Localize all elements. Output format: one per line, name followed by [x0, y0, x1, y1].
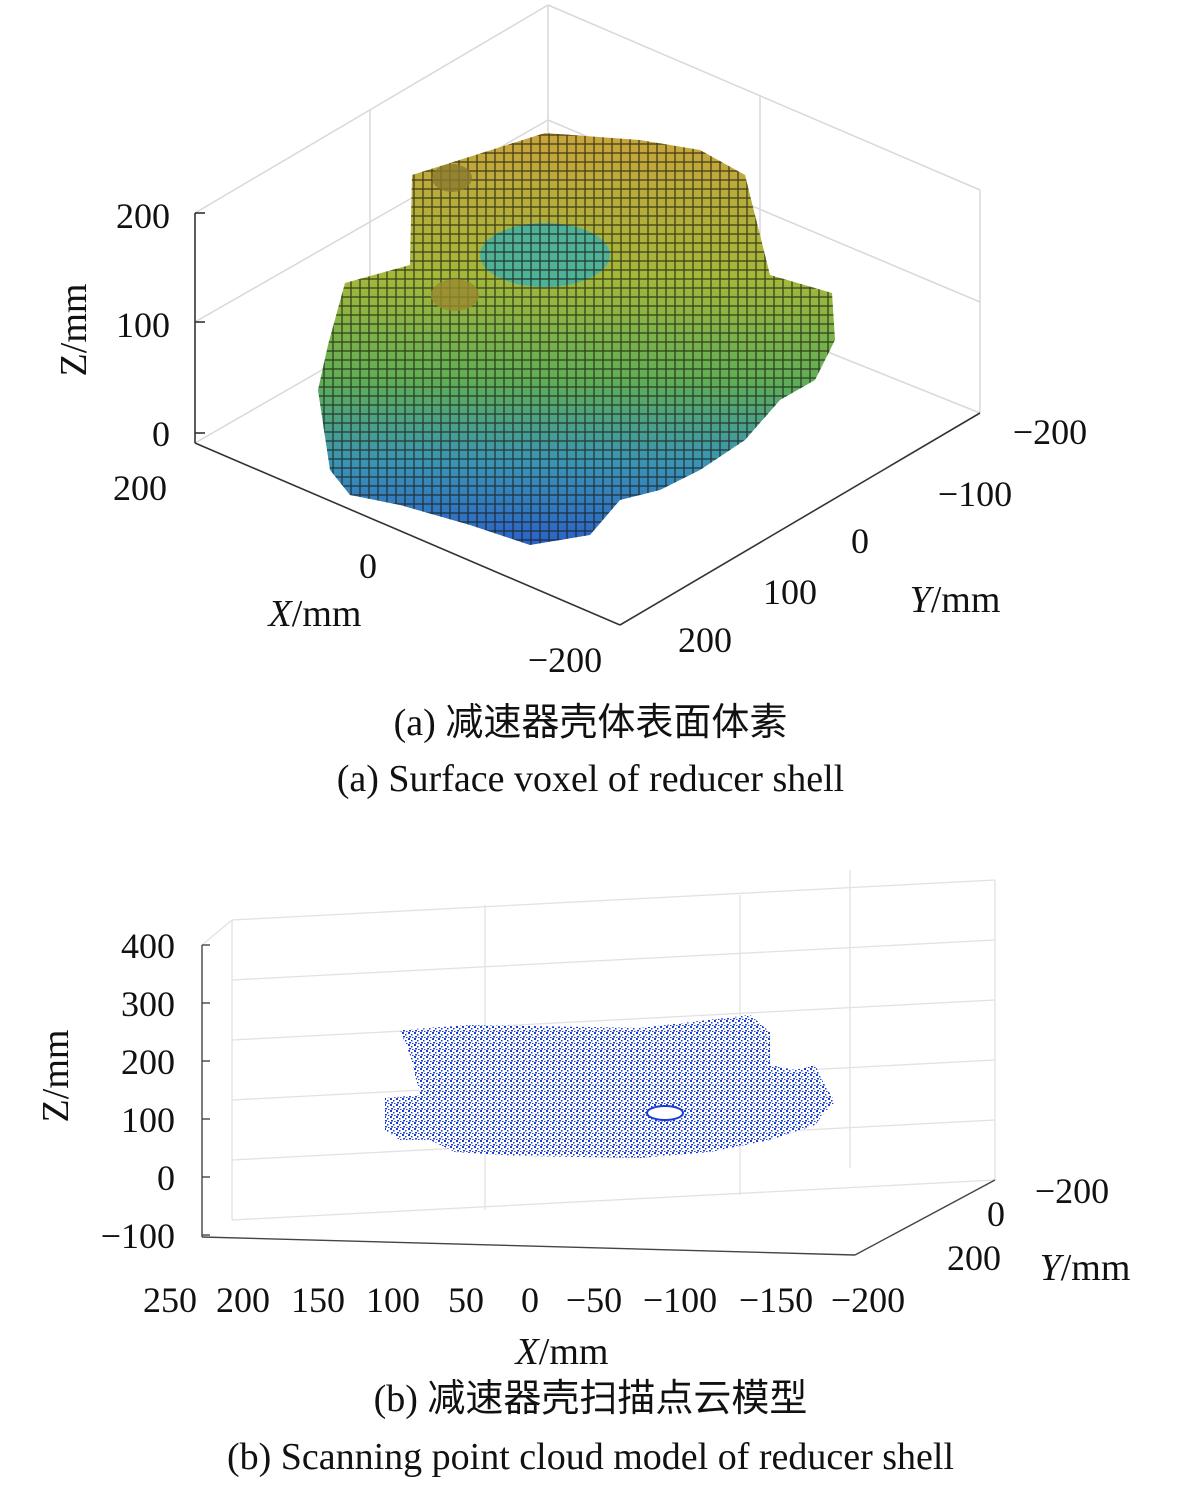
x-tick: 0 — [521, 1280, 539, 1320]
x-axis-label: X/mm — [267, 593, 362, 635]
y-tick: −200 — [1035, 1171, 1109, 1211]
caption-en: (b) Scanning point cloud model of reduce… — [226, 1436, 955, 1478]
x-tick: 100 — [366, 1280, 420, 1320]
x-axis-label: X/mm — [514, 1331, 609, 1373]
voxel-shell — [318, 133, 835, 545]
figure-a: 200 100 0 200 0 −200 −200 −100 0 100 200… — [53, 4, 1087, 800]
y-tick: 0 — [987, 1194, 1005, 1234]
x-tick: 50 — [448, 1280, 484, 1320]
z-tick: 200 — [116, 196, 170, 236]
caption-en: (a) Surface voxel of reducer shell — [336, 758, 845, 800]
x-tick: −50 — [566, 1280, 622, 1320]
x-tick: 0 — [359, 546, 377, 586]
y-tick: −100 — [938, 474, 1012, 514]
y-tick: −200 — [1013, 412, 1087, 452]
z-tick: 0 — [152, 414, 170, 454]
z-axis-label: Z/mm — [53, 284, 95, 377]
y-tick: 200 — [947, 1238, 1001, 1278]
figure-b: 400 300 200 100 0 −100 250 200 150 100 5… — [0, 840, 1181, 1501]
point-cloud-plot: 400 300 200 100 0 −100 250 200 150 100 5… — [35, 870, 1131, 1373]
z-tick: 300 — [121, 984, 175, 1024]
y-tick: 200 — [678, 620, 732, 660]
x-tick: 150 — [291, 1280, 345, 1320]
x-tick: −150 — [739, 1280, 813, 1320]
voxel-plot: 200 100 0 200 0 −200 −200 −100 0 100 200… — [53, 4, 1087, 680]
x-tick: −200 — [831, 1280, 905, 1320]
x-tick: 200 — [216, 1280, 270, 1320]
z-axis-label: Z/mm — [35, 1030, 77, 1123]
x-tick: 250 — [143, 1280, 197, 1320]
z-tick: 400 — [121, 926, 175, 966]
x-tick: −100 — [643, 1280, 717, 1320]
z-tick: 100 — [116, 305, 170, 345]
z-tick: 0 — [157, 1158, 175, 1198]
y-axis-label: Y/mm — [1040, 1247, 1131, 1289]
y-tick: 100 — [763, 572, 817, 612]
caption-cn: (a) 减速器壳体表面体素 — [393, 702, 788, 744]
x-tick: −200 — [528, 640, 602, 680]
z-tick: 100 — [121, 1100, 175, 1140]
z-tick: −100 — [101, 1216, 175, 1256]
axes-lines — [194, 212, 981, 626]
axes-lines — [201, 944, 996, 1256]
z-tick: 200 — [121, 1042, 175, 1082]
point-cloud — [385, 1015, 835, 1158]
y-tick: 0 — [851, 521, 869, 561]
x-tick: 200 — [113, 468, 167, 508]
y-axis-label: Y/mm — [910, 579, 1001, 621]
caption-cn: (b) 减速器壳扫描点云模型 — [373, 1378, 808, 1420]
